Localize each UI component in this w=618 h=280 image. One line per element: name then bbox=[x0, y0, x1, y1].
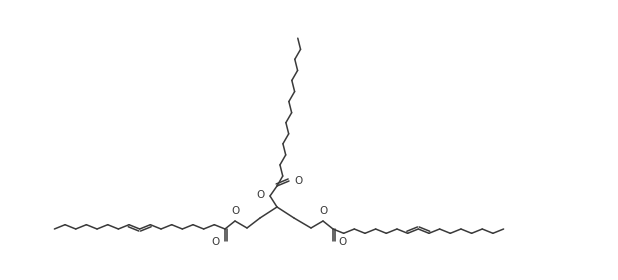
Text: O: O bbox=[294, 176, 302, 186]
Text: O: O bbox=[338, 237, 346, 247]
Text: O: O bbox=[319, 206, 327, 216]
Text: O: O bbox=[231, 206, 239, 216]
Text: O: O bbox=[212, 237, 220, 247]
Text: O: O bbox=[256, 190, 265, 200]
